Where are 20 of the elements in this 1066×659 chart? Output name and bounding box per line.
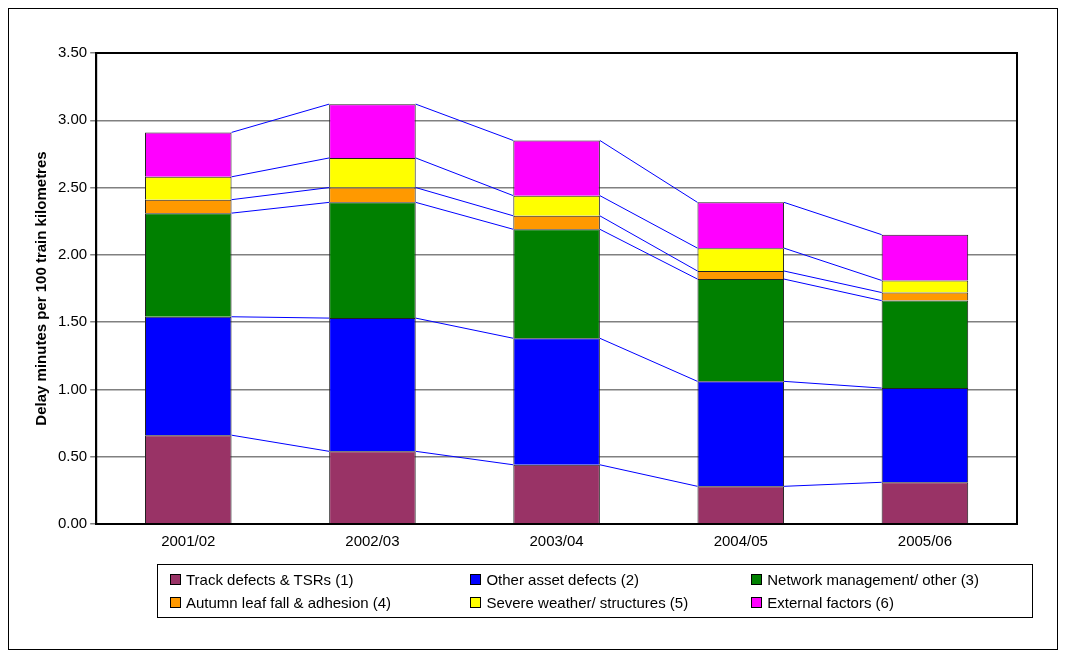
legend-label: Other asset defects (2) — [486, 571, 639, 588]
x-tick-label: 2001/02 — [161, 532, 216, 550]
x-tick-label: 2005/06 — [897, 532, 953, 550]
legend-label: Track defects & TSRs (1) — [186, 571, 354, 588]
y-tick-label: 3.00 — [57, 110, 88, 128]
y-tick-label: 0.00 — [57, 514, 88, 532]
legend-label: External factors (6) — [767, 594, 894, 611]
legend-label: Autumn leaf fall & adhesion (4) — [186, 594, 392, 611]
x-tick-label: 2002/03 — [345, 532, 400, 550]
y-tick-label: 2.00 — [57, 245, 88, 262]
y-tick-label: 1.50 — [57, 312, 88, 330]
y-tick-label: 1.00 — [57, 379, 88, 397]
x-tick-label: 2004/05 — [713, 532, 768, 550]
y-tick-label: 3.50 — [57, 43, 88, 61]
x-tick-label: 2003/04 — [529, 532, 584, 550]
y-tick-label: 0.50 — [57, 446, 88, 464]
y-tick-label: 2.50 — [57, 177, 88, 195]
y-axis-title: Delay minutes per 100 train kilometres — [32, 151, 50, 426]
legend-label: Severe weather/ structures (5) — [486, 594, 689, 611]
legend-label: Network management/ other (3) — [767, 571, 979, 588]
